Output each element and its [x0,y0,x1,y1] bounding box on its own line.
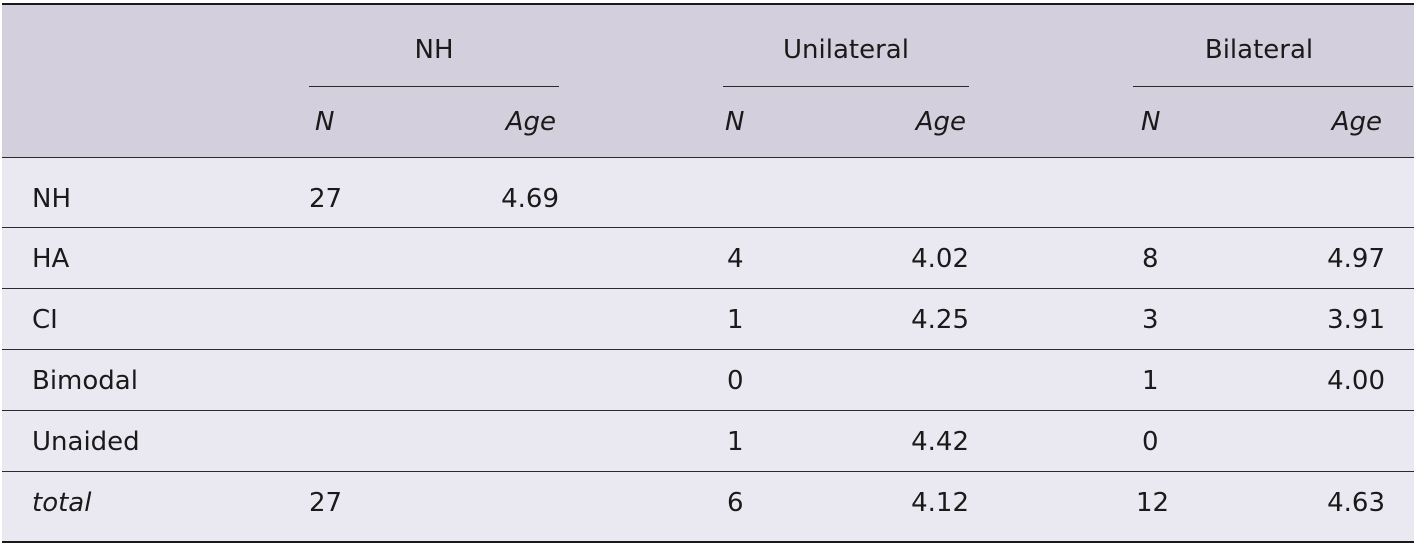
row-separator [2,471,1414,472]
subheader-nh-age: Age [505,107,556,137]
cell-unilateral-age: 4.25 [911,305,969,335]
cell-bilateral-n: 3 [1142,305,1159,335]
cell-bilateral-age: 3.91 [1327,305,1385,335]
table-bottom-rule [2,541,1414,543]
cell-bilateral-n: 12 [1136,488,1170,518]
cell-bilateral-n: 1 [1142,366,1159,396]
row-label: HA [32,244,70,274]
cell-bilateral-n: 8 [1142,244,1159,274]
cell-nh-n: 27 [309,184,343,214]
cell-unilateral-n: 1 [727,305,744,335]
subheader-unilateral-age: Age [915,107,966,137]
group-rule-nh [309,86,559,87]
cell-unilateral-n: 0 [727,366,744,396]
subheader-bilateral-n: N [1141,107,1161,137]
row-separator [2,349,1414,350]
table-header-background [2,5,1414,158]
cell-unilateral-n: 1 [727,427,744,457]
cell-nh-n: 27 [309,488,343,518]
cell-unilateral-age: 4.42 [911,427,969,457]
cell-unilateral-age: 4.12 [911,488,969,518]
cell-bilateral-age: 4.63 [1327,488,1385,518]
subheader-bilateral-age: Age [1331,107,1382,137]
row-label: CI [32,305,58,335]
group-header-unilateral: Unilateral [783,35,909,65]
header-bottom-rule [2,157,1414,158]
table-top-rule [2,3,1414,5]
subheader-nh-n: N [315,107,335,137]
row-label: Bimodal [32,366,138,396]
subheader-unilateral-n: N [725,107,745,137]
row-label-total: total [32,488,92,518]
row-label: NH [32,184,71,214]
group-rule-bilateral [1133,86,1413,87]
group-rule-unilateral [723,86,969,87]
cell-bilateral-n: 0 [1142,427,1159,457]
cell-unilateral-n: 6 [727,488,744,518]
group-header-bilateral: Bilateral [1204,35,1314,65]
row-separator [2,288,1414,289]
group-header-nh: NH [414,35,454,65]
cell-bilateral-age: 4.97 [1327,244,1385,274]
row-separator [2,227,1414,228]
cell-unilateral-n: 4 [727,244,744,274]
row-separator [2,410,1414,411]
cell-nh-age: 4.69 [501,184,559,214]
cell-unilateral-age: 4.02 [911,244,969,274]
cell-bilateral-age: 4.00 [1327,366,1385,396]
row-label: Unaided [32,427,140,457]
